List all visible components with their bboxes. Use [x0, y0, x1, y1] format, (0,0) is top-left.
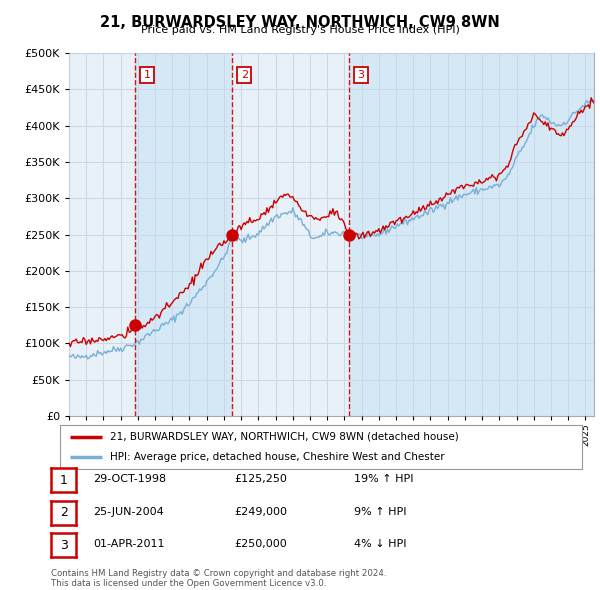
Text: 1: 1: [143, 70, 151, 80]
Text: 1: 1: [59, 474, 68, 487]
Text: HPI: Average price, detached house, Cheshire West and Chester: HPI: Average price, detached house, Ches…: [110, 452, 444, 462]
Text: 2: 2: [241, 70, 248, 80]
Text: £125,250: £125,250: [234, 474, 287, 484]
Text: 19% ↑ HPI: 19% ↑ HPI: [354, 474, 413, 484]
Text: 29-OCT-1998: 29-OCT-1998: [93, 474, 166, 484]
Text: 2: 2: [59, 506, 68, 519]
Text: 4% ↓ HPI: 4% ↓ HPI: [354, 539, 407, 549]
Text: 3: 3: [358, 70, 364, 80]
Text: 25-JUN-2004: 25-JUN-2004: [93, 507, 164, 516]
Text: Price paid vs. HM Land Registry's House Price Index (HPI): Price paid vs. HM Land Registry's House …: [140, 25, 460, 35]
Bar: [135, 53, 232, 416]
Text: £250,000: £250,000: [234, 539, 287, 549]
Text: 21, BURWARDSLEY WAY, NORTHWICH, CW9 8WN (detached house): 21, BURWARDSLEY WAY, NORTHWICH, CW9 8WN …: [110, 432, 458, 442]
Bar: [232, 53, 349, 416]
Text: 21, BURWARDSLEY WAY, NORTHWICH, CW9 8WN: 21, BURWARDSLEY WAY, NORTHWICH, CW9 8WN: [100, 15, 500, 30]
Text: 9% ↑ HPI: 9% ↑ HPI: [354, 507, 407, 516]
Text: Contains HM Land Registry data © Crown copyright and database right 2024.
This d: Contains HM Land Registry data © Crown c…: [51, 569, 386, 588]
Bar: [69, 53, 135, 416]
Text: 01-APR-2011: 01-APR-2011: [93, 539, 164, 549]
Text: £249,000: £249,000: [234, 507, 287, 516]
Bar: [349, 53, 594, 416]
Text: 3: 3: [59, 539, 68, 552]
